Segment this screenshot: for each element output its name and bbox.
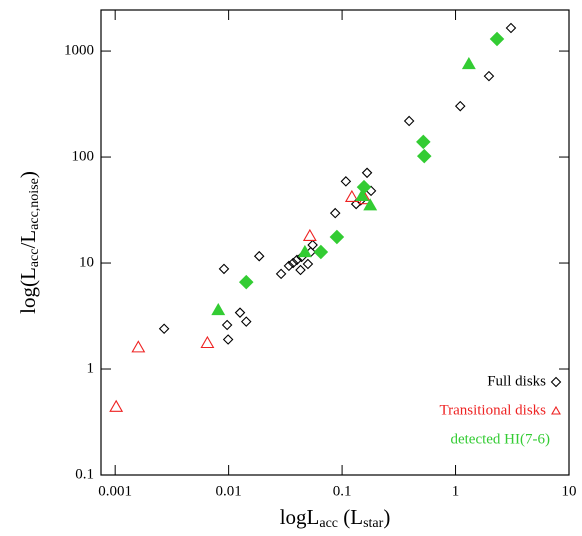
marker bbox=[283, 260, 295, 272]
marker bbox=[416, 148, 432, 164]
marker bbox=[109, 399, 124, 412]
y-axis-title-part: /L bbox=[16, 230, 40, 249]
x-tick-label: 0.001 bbox=[98, 483, 132, 499]
y-axis-title-part: acc,noise bbox=[27, 178, 42, 230]
legend-label: detected HI(7-6) bbox=[450, 431, 550, 447]
marker bbox=[295, 264, 306, 276]
marker bbox=[356, 179, 372, 195]
marker bbox=[329, 229, 345, 245]
marker bbox=[483, 70, 495, 82]
marker bbox=[200, 335, 215, 349]
marker bbox=[218, 263, 230, 275]
y-tick-label: 1 bbox=[87, 360, 95, 376]
marker bbox=[461, 56, 476, 70]
marker bbox=[416, 134, 431, 150]
x-axis-title-part: acc bbox=[319, 516, 338, 531]
marker bbox=[287, 257, 299, 269]
legend-label: Transitional disks bbox=[439, 402, 546, 418]
y-axis-title-part: ) bbox=[16, 171, 40, 178]
marker bbox=[340, 176, 352, 187]
marker bbox=[489, 31, 505, 47]
marker bbox=[297, 244, 312, 258]
y-tick-label: 1000 bbox=[64, 42, 94, 58]
marker bbox=[234, 307, 246, 318]
marker bbox=[131, 340, 146, 353]
y-axis-title: log(Lacc/Lacc,noise) bbox=[16, 171, 42, 314]
x-tick-label: 0.1 bbox=[333, 483, 352, 499]
legend-marker bbox=[551, 405, 561, 415]
marker bbox=[238, 274, 254, 290]
x-tick-label: 0.01 bbox=[216, 483, 242, 499]
x-axis-title-part: logL bbox=[280, 505, 320, 529]
y-tick-label: 0.1 bbox=[75, 466, 94, 482]
marker bbox=[291, 254, 303, 266]
marker bbox=[505, 22, 517, 34]
marker bbox=[355, 188, 370, 201]
marker bbox=[222, 334, 234, 345]
marker bbox=[275, 268, 287, 280]
legend-marker bbox=[550, 376, 562, 388]
marker bbox=[313, 244, 329, 260]
marker bbox=[211, 302, 226, 316]
marker bbox=[361, 167, 373, 179]
marker bbox=[363, 198, 378, 211]
legend-label: Full disks bbox=[487, 373, 546, 389]
x-axis-title-part: star bbox=[363, 516, 384, 531]
y-axis-title-part: acc bbox=[27, 249, 42, 268]
y-tick-label: 100 bbox=[72, 148, 95, 164]
x-axis-title: logLacc (Lstar) bbox=[280, 505, 391, 531]
marker bbox=[454, 100, 466, 112]
plot-frame bbox=[100, 9, 570, 476]
marker bbox=[221, 319, 233, 331]
x-tick-label: 1 bbox=[452, 483, 460, 499]
marker bbox=[344, 189, 359, 203]
marker bbox=[302, 228, 317, 242]
x-axis-title-part: ) bbox=[383, 505, 390, 529]
y-tick-label: 10 bbox=[79, 254, 94, 270]
marker bbox=[240, 316, 252, 327]
marker bbox=[329, 207, 341, 219]
marker bbox=[158, 323, 170, 334]
y-axis-title-part: log(L bbox=[16, 267, 40, 314]
marker bbox=[307, 239, 318, 251]
marker bbox=[253, 250, 265, 262]
x-axis-title-part: (L bbox=[338, 505, 363, 529]
marker bbox=[403, 115, 415, 127]
x-tick-label: 10 bbox=[562, 483, 577, 499]
marker bbox=[302, 258, 314, 270]
